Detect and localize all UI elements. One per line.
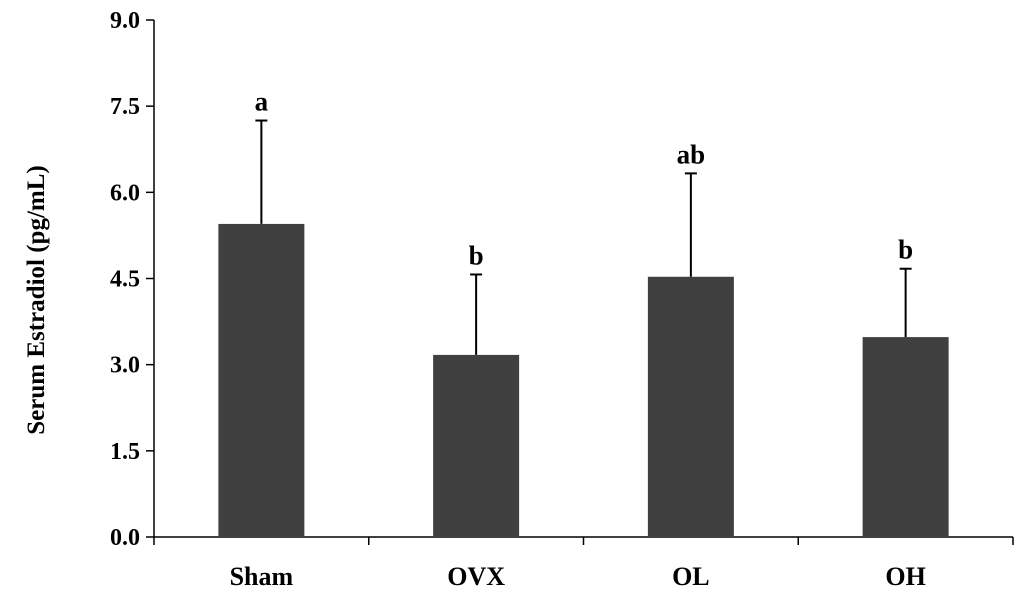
- significance-label: b: [469, 240, 484, 270]
- bar-oh: [862, 337, 949, 537]
- y-tick-label: 3.0: [110, 353, 140, 379]
- y-tick-label: 7.5: [110, 94, 140, 120]
- y-tick-label: 6.0: [110, 180, 140, 206]
- significance-label: ab: [677, 139, 706, 169]
- x-tick-label: Sham: [230, 562, 294, 591]
- bar-ovx: [433, 354, 520, 537]
- y-tick-label: 0.0: [110, 525, 140, 551]
- y-tick-label: 1.5: [110, 439, 140, 465]
- y-tick-label: 9.0: [110, 8, 140, 34]
- bar-sham: [218, 223, 305, 537]
- y-axis-title: Serum Estradiol (pg/mL): [23, 165, 50, 434]
- y-tick-label: 4.5: [110, 267, 140, 293]
- x-tick-label: OH: [885, 562, 925, 591]
- significance-label: b: [898, 235, 913, 265]
- plot-area: 0.0 1.5 3.0 4.5 6.0 7.5 9.0 a Sham b OVX ab OL b OH: [110, 8, 1014, 591]
- bar-ol: [647, 276, 734, 537]
- x-tick-label: OL: [672, 562, 710, 591]
- significance-label: a: [255, 87, 269, 117]
- x-tick-label: OVX: [447, 562, 505, 591]
